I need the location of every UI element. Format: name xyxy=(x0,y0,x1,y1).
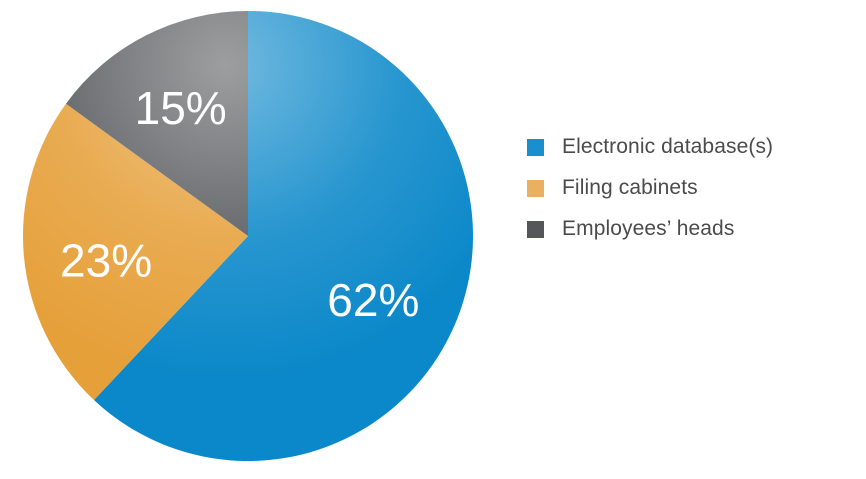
legend-label: Filing cabinets xyxy=(562,176,698,199)
pie-value-labels: 62% 23% 15% xyxy=(60,82,419,326)
legend-swatch xyxy=(527,179,544,197)
slice-value-label-electronic-database-s: 62% xyxy=(327,274,419,326)
legend-swatch xyxy=(527,220,544,238)
legend-item-electronic-databases: Electronic database(s) xyxy=(527,135,862,159)
legend-item-employees-heads: Employees’ heads xyxy=(527,217,862,241)
slice-value-label-employees-heads: 15% xyxy=(135,82,227,134)
pie-slices xyxy=(23,11,473,461)
legend: Electronic database(s) Filing cabinets E… xyxy=(527,135,862,258)
slice-value-label-filing-cabinets: 23% xyxy=(60,234,152,286)
legend-label: Employees’ heads xyxy=(562,217,735,240)
legend-swatch xyxy=(527,138,544,156)
legend-item-filing-cabinets: Filing cabinets xyxy=(527,176,862,200)
pie-gloss-highlight xyxy=(23,11,473,461)
legend-label: Electronic database(s) xyxy=(562,135,774,158)
